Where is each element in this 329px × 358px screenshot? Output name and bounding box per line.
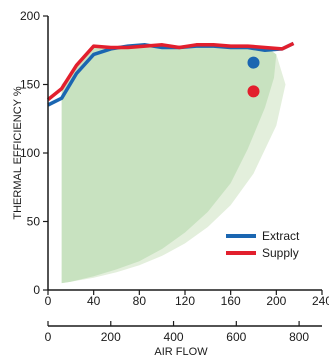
- y-axis-ticks: 0 50 100 150 200: [20, 9, 48, 297]
- x-tick-label-160: 160: [221, 294, 241, 308]
- x2-tick-label-200: 200: [101, 330, 121, 344]
- efficiency-band-1: [61, 46, 277, 284]
- x2-tick-label-400: 400: [164, 330, 184, 344]
- x-tick-label-80: 80: [133, 294, 147, 308]
- legend: Extract Supply: [226, 229, 300, 260]
- x2-tick-label-0: 0: [45, 330, 52, 344]
- legend-label-extract: Extract: [262, 229, 300, 243]
- x2-tick-label-800: 800: [289, 330, 309, 344]
- x-tick-label-120: 120: [175, 294, 195, 308]
- legend-label-supply: Supply: [262, 246, 299, 260]
- secondary-x-axis-title: AIR FLOW: [154, 346, 208, 358]
- series-line-supply: [46, 41, 295, 101]
- y-axis-title: THERMAL EFFICIENCY %: [12, 86, 24, 219]
- x2-tick-label-600: 600: [226, 330, 246, 344]
- x-tick-label-240: 240: [312, 294, 329, 308]
- x-axis-ticks: 0 40 80 120 160 200 240: [45, 290, 329, 308]
- y-tick-label-150: 150: [20, 78, 40, 92]
- y-tick-label-100: 100: [20, 146, 40, 160]
- y-tick-label-50: 50: [27, 215, 41, 229]
- x-tick-label-200: 200: [266, 294, 286, 308]
- x-tick-label-40: 40: [87, 294, 101, 308]
- x-tick-label-0: 0: [45, 294, 52, 308]
- y-tick-label-200: 200: [20, 9, 40, 23]
- y-tick-label-0: 0: [33, 283, 40, 297]
- series-markers: [247, 56, 260, 98]
- efficiency-bands: [61, 46, 286, 284]
- marker-supply: [247, 85, 260, 98]
- secondary-x-axis-ticks: 0 200 400 600 800: [45, 321, 309, 344]
- series-lines: [46, 41, 295, 107]
- marker-extract: [247, 56, 260, 69]
